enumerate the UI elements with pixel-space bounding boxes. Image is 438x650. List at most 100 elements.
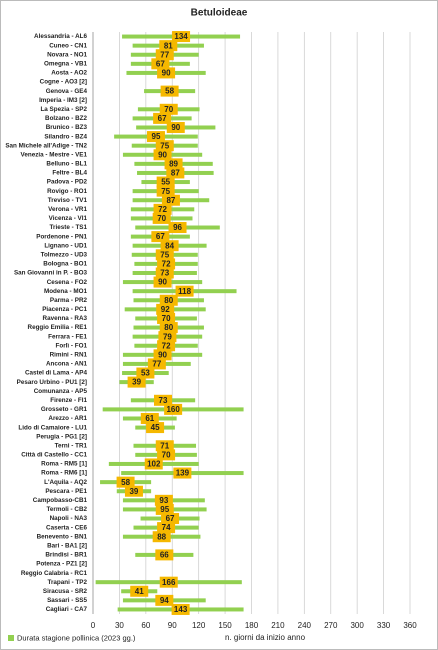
y-tick-label: Lignano - UD1 [44, 242, 87, 249]
y-tick-label: Aosta - AO2 [51, 70, 87, 77]
label-box [155, 249, 174, 261]
label-box [171, 603, 190, 615]
y-tick-label: Modena - MO1 [44, 288, 88, 295]
label-box [157, 449, 176, 461]
y-tick-label: Terni - TR1 [55, 442, 88, 449]
value-label: 90 [158, 150, 167, 159]
value-label: 66 [160, 551, 169, 560]
legend-label: Durata stagione pollinica (2023 gg.) [17, 633, 136, 642]
y-tick-label: Brunico - BZ3 [46, 124, 88, 131]
label-box [156, 185, 175, 197]
value-label: 102 [147, 460, 161, 469]
value-label: 75 [160, 141, 169, 150]
value-label: 61 [145, 414, 154, 423]
x-tick-label: 210 [271, 621, 285, 630]
y-tick-label: Lido di Camaiore - LU1 [18, 424, 87, 431]
value-label: 94 [160, 596, 169, 605]
x-tick-label: 180 [245, 621, 259, 630]
label-box [173, 467, 192, 479]
value-label: 72 [162, 260, 171, 269]
y-tick-label: Forlì - FO1 [56, 342, 88, 349]
value-label: 160 [166, 405, 180, 414]
value-label: 93 [159, 496, 168, 505]
value-label: 79 [163, 332, 172, 341]
value-label: 70 [162, 314, 171, 323]
label-box [147, 358, 166, 370]
value-label: 96 [173, 223, 182, 232]
label-box [153, 112, 172, 124]
label-box [146, 422, 165, 434]
x-tick-label: 30 [115, 621, 124, 630]
value-label: 70 [164, 105, 173, 114]
y-tick-label: Cesena - FO2 [47, 279, 88, 286]
label-box [136, 367, 155, 379]
y-tick-label: Silandro - BZ4 [44, 133, 87, 140]
y-tick-label: Benevento - BN1 [37, 533, 88, 540]
y-tick-label: Siracusa - SR2 [43, 588, 88, 595]
y-tick-label: Napoli - NA3 [50, 515, 88, 522]
y-tick-label: Feltre - BL4 [52, 170, 87, 177]
y-tick-label: Verona - VR1 [48, 206, 87, 213]
y-tick-label: Rovigo - RO1 [47, 188, 87, 195]
y-tick-label: San Giovanni in P. - BO3 [14, 270, 88, 277]
value-label: 72 [162, 341, 171, 350]
y-tick-label: Termoli - CB2 [47, 506, 88, 513]
value-label: 90 [158, 350, 167, 359]
label-box [130, 585, 149, 597]
value-label: 90 [158, 278, 167, 287]
label-box [155, 503, 174, 515]
y-tick-label: Tolmezzo - UD3 [41, 251, 88, 258]
value-label: 92 [161, 305, 170, 314]
value-label: 41 [135, 587, 144, 596]
y-tick-label: Sassari - SS5 [47, 597, 87, 604]
label-box [154, 494, 173, 506]
label-box [144, 458, 163, 470]
label-box [160, 85, 179, 97]
y-tick-label: Trapani - TP2 [47, 579, 87, 586]
value-label: 89 [169, 159, 178, 168]
y-tick-label: Parma - PR2 [50, 297, 88, 304]
y-tick-label: Pesaro Urbino - PU1 [2] [17, 379, 87, 386]
y-tick-label: Rimini - RN1 [50, 352, 88, 359]
value-label: 74 [162, 523, 171, 532]
label-box [166, 167, 185, 179]
value-label: 77 [160, 50, 169, 59]
y-tick-label: Trieste - TS1 [50, 224, 88, 231]
value-label: 95 [160, 505, 169, 514]
label-box [172, 31, 191, 43]
value-label: 90 [171, 123, 180, 132]
label-box [153, 276, 172, 288]
label-box [159, 322, 178, 334]
y-tick-label: La Spezia - SP2 [40, 106, 87, 113]
value-label: 95 [152, 132, 161, 141]
label-box [153, 149, 172, 161]
value-label: 166 [162, 578, 176, 587]
y-tick-label: Cuneo - CN1 [49, 42, 87, 49]
value-label: 45 [151, 423, 160, 432]
label-box [155, 49, 174, 61]
x-tick-label: 90 [168, 621, 177, 630]
value-label: 75 [161, 187, 170, 196]
value-label: 53 [141, 369, 150, 378]
y-tick-label: Reggio Calabria - RC1 [21, 570, 88, 577]
label-box [161, 513, 180, 525]
label-box [159, 103, 178, 115]
legend-swatch [8, 635, 14, 641]
label-box [127, 376, 146, 388]
label-box [156, 176, 175, 188]
y-tick-label: Belluno - BL1 [46, 161, 87, 168]
label-box [152, 212, 171, 224]
value-label: 39 [132, 378, 141, 387]
y-tick-label: Venezia - Mestre - VE1 [21, 151, 88, 158]
y-tick-label: L'Aquila - AQ2 [44, 479, 87, 486]
y-tick-label: Pescara - PE1 [45, 488, 87, 495]
y-tick-label: Cagliari - CA7 [46, 606, 88, 613]
value-label: 87 [171, 169, 180, 178]
y-tick-label: Comunanza - AP5 [34, 388, 88, 395]
label-box [116, 476, 135, 488]
label-box [175, 285, 194, 297]
value-label: 80 [164, 296, 173, 305]
value-label: 80 [164, 323, 173, 332]
